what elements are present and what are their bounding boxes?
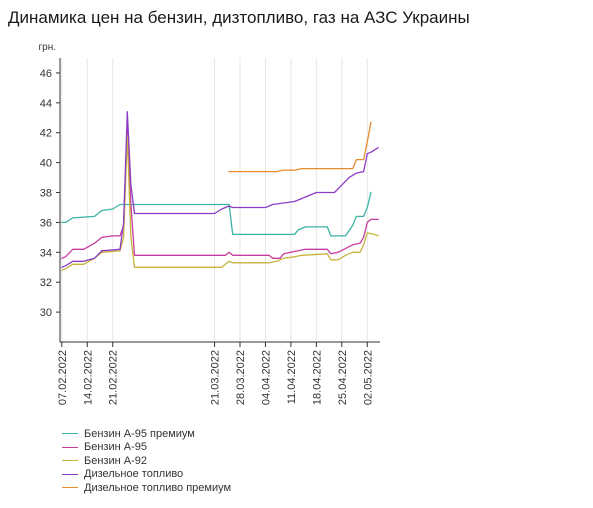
y-tick-label: 42 [40, 128, 52, 140]
legend-item: Бензин А-95 премиум [62, 427, 231, 441]
series-line-1 [61, 191, 372, 237]
legend-swatch [62, 473, 78, 475]
x-tick-label: 25.04.2022 [337, 350, 349, 405]
chart-title: Динамика цен на бензин, дизтопливо, газ … [8, 8, 470, 27]
x-tick-label: 21.03.2022 [210, 350, 222, 405]
y-tick-label: 38 [40, 188, 52, 200]
legend-swatch [62, 487, 78, 489]
legend-label: Дизельное топливо премиум [84, 481, 232, 494]
x-tick-label: 02.05.2022 [362, 350, 374, 405]
legend-label: Бензин А-95 [84, 441, 147, 454]
legend-swatch [62, 460, 78, 462]
y-tick-label: 34 [40, 247, 52, 259]
legend-item: Бензин А-95 [62, 441, 231, 455]
x-tick-label: 07.02.2022 [57, 350, 69, 405]
y-tick-label: 36 [40, 217, 52, 229]
x-tick-label: 21.02.2022 [108, 350, 120, 405]
legend: Бензин А-95 премиум Бензин А-95 Бензин А-9… [62, 427, 231, 495]
y-axis-label: грн. [38, 42, 56, 53]
x-tick-label: 18.04.2022 [311, 350, 323, 405]
legend-label: Бензин А-92 [84, 454, 147, 467]
series-line-2 [61, 124, 379, 259]
y-tick-label: 30 [40, 307, 52, 319]
legend-label: Дизельное топливо [84, 468, 184, 481]
legend-swatch [62, 433, 78, 435]
x-tick-label: 28.03.2022 [235, 350, 247, 405]
x-tick-label: 04.04.2022 [260, 350, 272, 405]
x-tick-label: 14.02.2022 [82, 350, 94, 405]
series-line-4 [61, 111, 379, 268]
legend-swatch [62, 446, 78, 448]
y-tick-label: 44 [40, 98, 52, 110]
x-tick-label: 11.04.2022 [286, 350, 298, 404]
legend-item: Бензин А-92 [62, 454, 231, 468]
y-tick-label: 46 [40, 68, 52, 80]
legend-item: Дизельное топливо премиум [62, 481, 231, 495]
y-tick-label: 40 [40, 158, 52, 170]
y-tick-label: 32 [40, 277, 52, 289]
legend-label: Бензин А-95 премиум [84, 427, 195, 440]
legend-item: Дизельное топливо [62, 468, 231, 482]
series-line-5 [228, 121, 372, 173]
series-line-3 [61, 135, 379, 271]
